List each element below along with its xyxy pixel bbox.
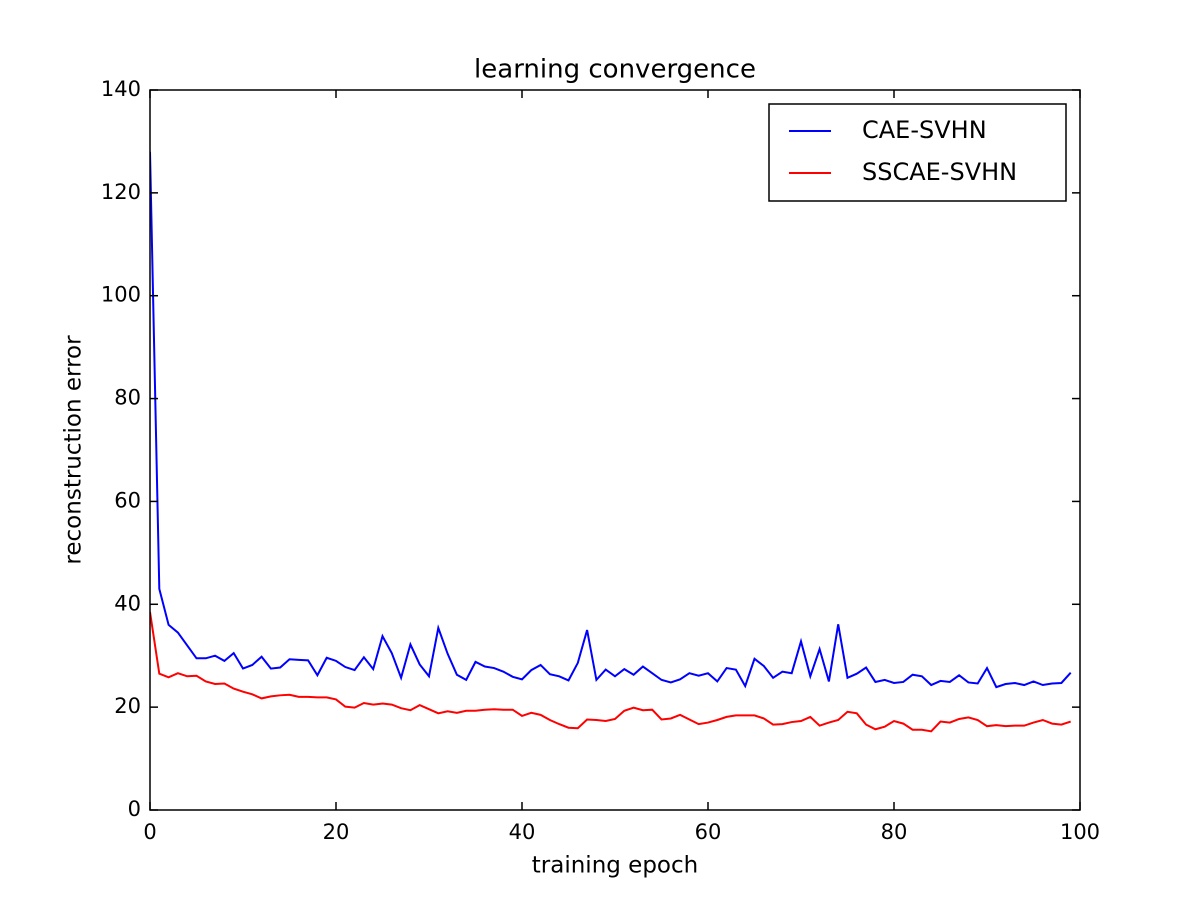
x-tick-label: 20 — [323, 820, 350, 844]
x-tick-label: 40 — [509, 820, 536, 844]
chart-title: learning convergence — [474, 55, 756, 85]
x-tick-label: 80 — [881, 820, 908, 844]
y-tick-label: 100 — [101, 283, 141, 307]
y-tick-label: 140 — [101, 77, 141, 101]
y-tick-label: 20 — [114, 694, 141, 718]
y-axis-label: reconstruction error — [61, 335, 87, 565]
x-tick-label: 60 — [695, 820, 722, 844]
y-tick-label: 0 — [128, 797, 141, 821]
data-line — [150, 151, 1072, 689]
y-tick-label: 40 — [114, 591, 141, 615]
x-tick-label: 0 — [143, 820, 156, 844]
legend-label: SSCAE-SVHN — [862, 158, 1017, 186]
x-tick-label: 100 — [1060, 820, 1100, 844]
data-line — [150, 611, 1072, 733]
plot-frame — [149, 89, 1081, 811]
y-tick-label: 60 — [114, 488, 141, 512]
x-axis-label: training epoch — [532, 853, 698, 879]
y-tick-label: 120 — [101, 180, 141, 204]
legend-label: CAE-SVHN — [862, 116, 987, 144]
legend-box — [768, 103, 1067, 202]
y-tick-label: 80 — [114, 386, 141, 410]
